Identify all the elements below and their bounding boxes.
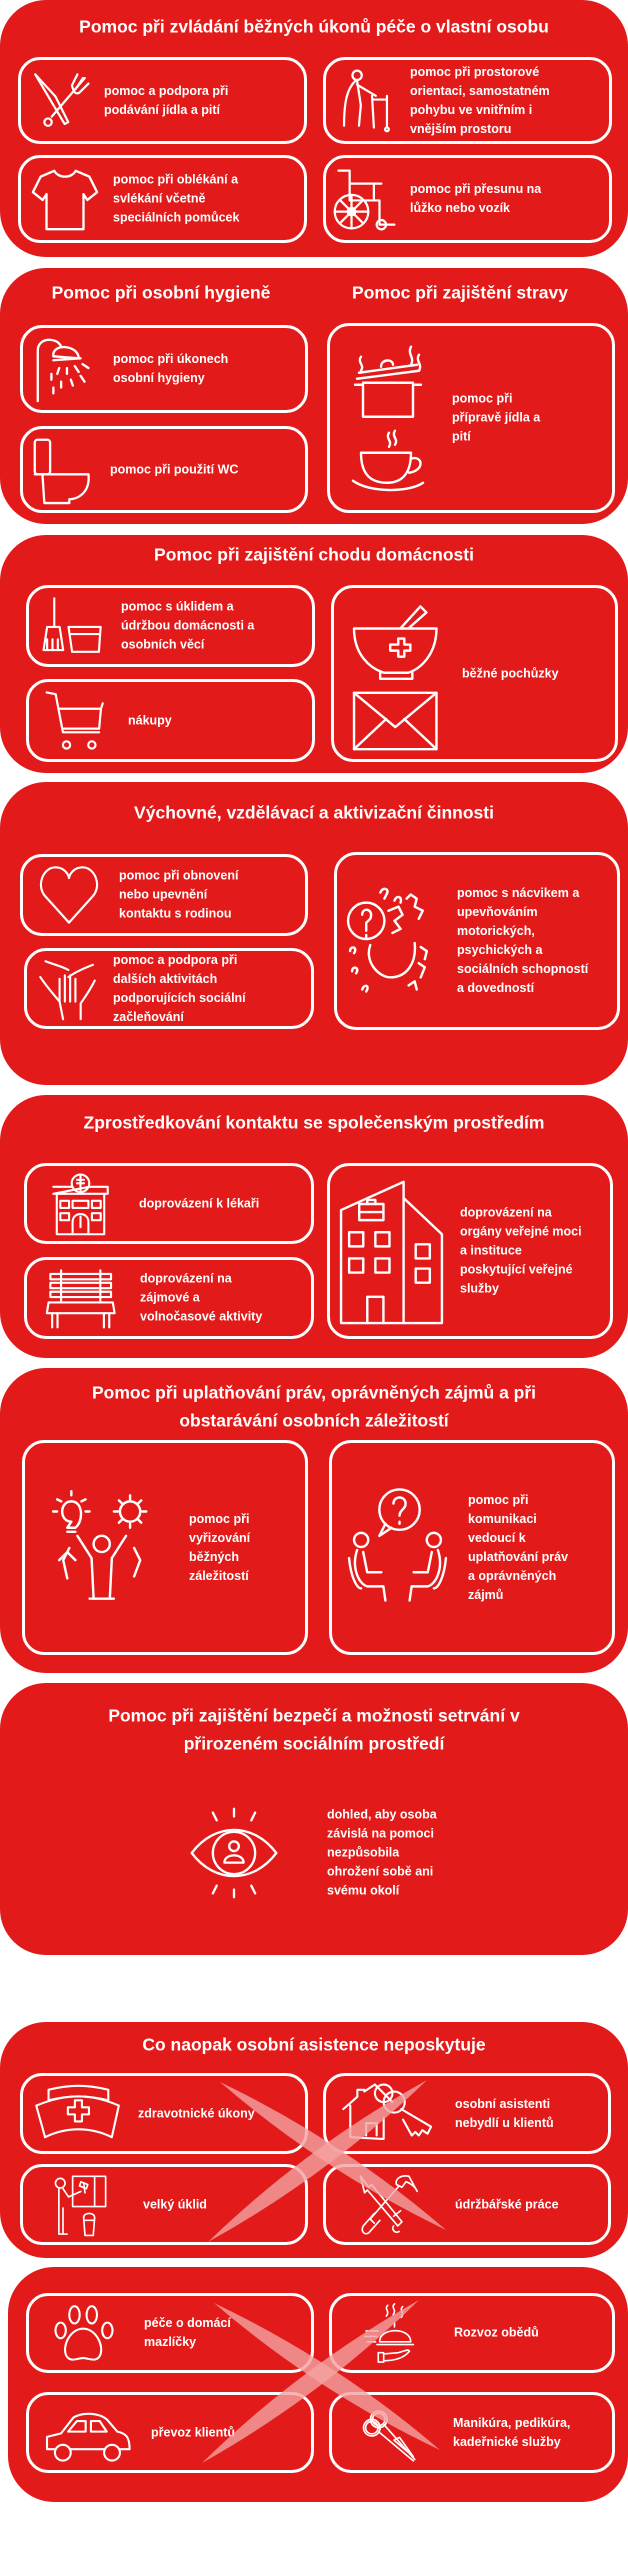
section-title: obstarávání osobních záležitostí: [179, 1410, 449, 1431]
service-label: pomoc při oblékání a svlékání včetně spe…: [113, 172, 240, 225]
service-label: Manikúra, pedikúra, kadeřnické služby: [453, 2415, 571, 2449]
office-building-icon: [335, 1173, 450, 1330]
hands-icon: [35, 956, 100, 1021]
cutlery-icon: [26, 67, 94, 135]
cloche-icon: [362, 2301, 419, 2365]
broom-bucket-icon: [40, 593, 106, 659]
service-label: doprovázení k lékaři: [139, 1196, 260, 1210]
service-label: pomoc při přípravě jídla a pití: [452, 391, 541, 444]
conversation-icon: [345, 1485, 450, 1611]
service-label: zdravotnické úkony: [138, 2106, 255, 2120]
service-label: pomoc a podpora při podávání jídla a pit…: [104, 83, 229, 117]
service-card: [22, 1440, 308, 1655]
house-keys-icon: [337, 2081, 439, 2146]
service-label: převoz klientů: [151, 2425, 236, 2439]
service-card: [20, 325, 308, 413]
section-title: Pomoc při zajištění bezpečí a možnosti s…: [108, 1705, 520, 1726]
scissors-icon: [358, 2400, 423, 2465]
wheelchair-icon: [331, 165, 400, 234]
service-card: [24, 1163, 314, 1244]
heart-icon: [36, 862, 102, 928]
pharmacy-and-mail-icon: [348, 595, 443, 753]
service-label: velký úklid: [143, 2197, 207, 2211]
service-card: [327, 323, 615, 513]
service-card: [323, 57, 612, 144]
car-icon: [41, 2400, 134, 2465]
service-label: péče o domácí mazlíčky: [144, 2316, 231, 2349]
service-label: pomoc při přesunu na lůžko nebo vozík: [410, 182, 542, 215]
ideas-person-icon: [47, 1485, 163, 1611]
section-6: [0, 1368, 628, 1673]
tools-icon: [352, 2172, 424, 2237]
service-label: osobní asistenti nebydlí u klientů: [455, 2096, 554, 2130]
toilet-icon: [29, 434, 100, 505]
shopping-cart-icon: [43, 687, 110, 754]
service-label: dohled, aby osoba závislá na pomoci nezp…: [327, 1807, 437, 1898]
section-title: přirozeném sociálním prostředí: [183, 1733, 445, 1754]
service-card: [331, 585, 618, 762]
nurse-cap-icon: [32, 2081, 125, 2146]
service-label: pomoc s nácvikem a upevňováním motorický…: [457, 886, 589, 995]
service-label: pomoc při použití WC: [110, 462, 239, 476]
service-label: pomoc s úklidem a údržbou domácnosti a o…: [121, 599, 255, 652]
service-label: údržbářské práce: [455, 2197, 559, 2211]
service-label: pomoc a podpora při dalších aktivitách p…: [113, 952, 246, 1024]
section-7: [0, 1683, 628, 1955]
section-2: [0, 268, 628, 524]
pot-and-cup-icon: [347, 339, 431, 497]
service-label: nákupy: [128, 713, 172, 727]
shirt-icon: [29, 163, 101, 235]
section-1: [0, 0, 628, 257]
service-card: [20, 854, 308, 936]
service-label: pomoc při vyřizování běžných záležitostí: [189, 1511, 251, 1583]
service-label: pomoc při úkonech osobní hygieny: [113, 352, 229, 385]
service-label: pomoc při komunikaci vedoucí k uplatňová…: [468, 1492, 569, 1602]
section-title: Pomoc při zajištění stravy: [352, 282, 568, 303]
service-card: [24, 948, 314, 1029]
bench-icon: [43, 1265, 118, 1331]
eye-icon: [184, 1803, 284, 1903]
service-card: [323, 155, 612, 243]
window-cleaning-icon: [52, 2172, 110, 2237]
service-card: [334, 852, 620, 1030]
service-card: [327, 1163, 613, 1339]
service-card: [18, 57, 307, 144]
service-card: [24, 1257, 314, 1339]
service-card: [26, 679, 315, 762]
head-puzzle-icon: [342, 878, 447, 1004]
section-title: Výchovné, vzdělávací a aktivizační činno…: [134, 802, 494, 823]
service-label: doprovázení na orgány veřejné moci a ins…: [460, 1205, 582, 1296]
section-title: Pomoc při zajištění chodu domácnosti: [154, 544, 474, 565]
service-card: [18, 155, 307, 243]
service-card: [329, 1440, 615, 1655]
section-title: Co naopak osobní asistence neposkytuje: [142, 2034, 486, 2055]
service-label: doprovázení na zájmové a volnočasové akt…: [140, 1271, 263, 1324]
service-card: [26, 585, 315, 667]
service-label: pomoc při prostorové orientaci, samostat…: [410, 64, 550, 136]
walker-icon: [331, 66, 400, 135]
section-title: Pomoc při uplatňování práv, oprávněných …: [91, 1382, 537, 1403]
service-label: běžné pochůzky: [462, 666, 559, 680]
shower-icon: [30, 333, 102, 405]
section-title: Pomoc při osobní hygieně: [51, 282, 271, 303]
service-label: Rozvoz obědů: [454, 2325, 539, 2340]
hospital-icon: [48, 1171, 113, 1236]
service-label: pomoc při obnovení nebo upevnění kontakt…: [119, 868, 239, 921]
service-card: [20, 426, 308, 513]
section-title: Zprostředkování kontaktu se společenským…: [83, 1112, 545, 1133]
paw-icon: [52, 2301, 116, 2365]
section-title: Pomoc při zvládání běžných úkonů péče o …: [79, 16, 549, 37]
